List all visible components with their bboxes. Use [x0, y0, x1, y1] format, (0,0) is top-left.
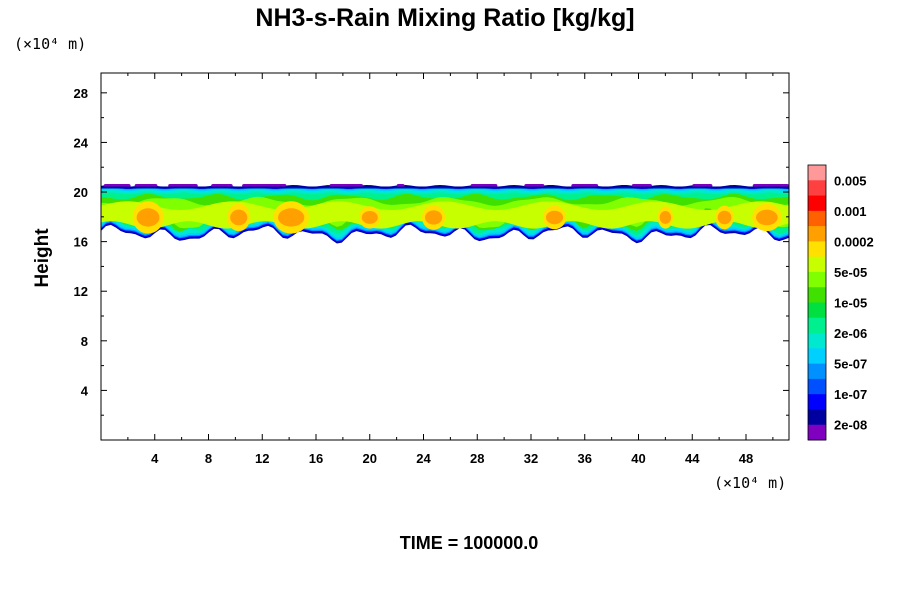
colorbar-label: 0.001	[834, 204, 867, 219]
colorbar-swatch	[808, 409, 826, 426]
colorbar-swatch	[808, 424, 826, 441]
colorbar-label: 5e-05	[834, 265, 867, 280]
field-core-orange	[230, 209, 248, 226]
y-tick-label: 24	[74, 135, 89, 150]
field-core-orange	[717, 210, 732, 225]
y-axis-label: Height	[32, 228, 53, 288]
y-tick-label: 20	[74, 185, 88, 200]
colorbar-swatch	[808, 394, 826, 410]
x-tick-label: 44	[685, 451, 700, 466]
plot-background	[101, 73, 789, 440]
time-label: TIME = 100000.0	[400, 533, 539, 553]
x-tick-label: 48	[739, 451, 753, 466]
colorbar-label: 0.005	[834, 173, 867, 188]
y-tick-label: 4	[81, 383, 89, 398]
x-tick-label: 28	[470, 451, 484, 466]
x-tick-label: 20	[363, 451, 377, 466]
mixing-ratio-field	[101, 183, 789, 244]
y-tick-label: 28	[74, 86, 88, 101]
x-tick-label: 16	[309, 451, 323, 466]
y-axis-unit: (×10⁴ m)	[14, 35, 86, 53]
colorbar-label: 5e-07	[834, 357, 867, 372]
colorbar-swatch	[808, 271, 826, 288]
colorbar-swatch	[808, 333, 826, 349]
field-core-orange	[425, 210, 443, 225]
x-axis-unit: (×10⁴ m)	[714, 474, 786, 492]
field-core-orange	[278, 208, 305, 227]
colorbar-swatch	[808, 165, 826, 181]
colorbar-frame	[807, 164, 827, 441]
x-tick-label: 24	[416, 451, 431, 466]
y-tick-label: 12	[74, 284, 88, 299]
field-core-orange	[545, 210, 564, 225]
x-tick-label: 4	[151, 451, 159, 466]
colorbar-swatch	[808, 210, 826, 227]
plot-frame	[100, 72, 790, 441]
colorbar-swatch	[808, 226, 826, 242]
y-axis-ticks: 4 8 12 16 20 24 28	[74, 86, 789, 416]
colorbar-label: 0.0002	[834, 234, 874, 249]
colorbar-label: 2e-06	[834, 326, 867, 341]
colorbar-label: 1e-07	[834, 387, 867, 402]
field-core-orange	[136, 208, 160, 227]
x-axis-ticks: 4 8 12 16 20 24 28 32 36 40 44 48	[127, 73, 774, 466]
x-tick-label: 36	[578, 451, 592, 466]
colorbar-swatch	[808, 287, 826, 303]
field-top-cap	[101, 186, 789, 189]
colorbar-label: 1e-05	[834, 296, 867, 311]
x-tick-label: 32	[524, 451, 538, 466]
x-tick-label: 40	[631, 451, 645, 466]
colorbar-swatch	[808, 363, 826, 380]
colorbar-swatch	[808, 348, 826, 365]
field-core-orange	[659, 211, 672, 224]
colorbar-swatch	[808, 302, 826, 319]
field-core-orange	[755, 209, 778, 226]
colorbar-swatch	[808, 180, 826, 197]
colorbar-swatch	[808, 241, 826, 258]
colorbar-swatch	[808, 256, 826, 273]
field-core-orange	[361, 211, 378, 224]
field-band-lime	[101, 201, 789, 229]
colorbar-label: 2e-08	[834, 418, 867, 433]
x-tick-label: 12	[255, 451, 269, 466]
colorbar-swatch	[808, 378, 826, 395]
colorbar-swatch	[808, 195, 826, 212]
chart-title: NH3-s-Rain Mixing Ratio [kg/kg]	[255, 4, 634, 32]
y-tick-label: 16	[74, 235, 88, 250]
colorbar: 0.005 0.001 0.0002 5e-05 1e-05 2e-06 5e-07 1e-0…	[807, 164, 874, 441]
colorbar-swatch	[808, 317, 826, 334]
x-tick-label: 8	[205, 451, 212, 466]
y-tick-label: 8	[81, 334, 88, 349]
